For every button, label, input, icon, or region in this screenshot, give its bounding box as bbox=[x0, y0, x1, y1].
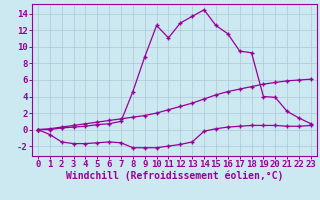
X-axis label: Windchill (Refroidissement éolien,°C): Windchill (Refroidissement éolien,°C) bbox=[66, 171, 283, 181]
